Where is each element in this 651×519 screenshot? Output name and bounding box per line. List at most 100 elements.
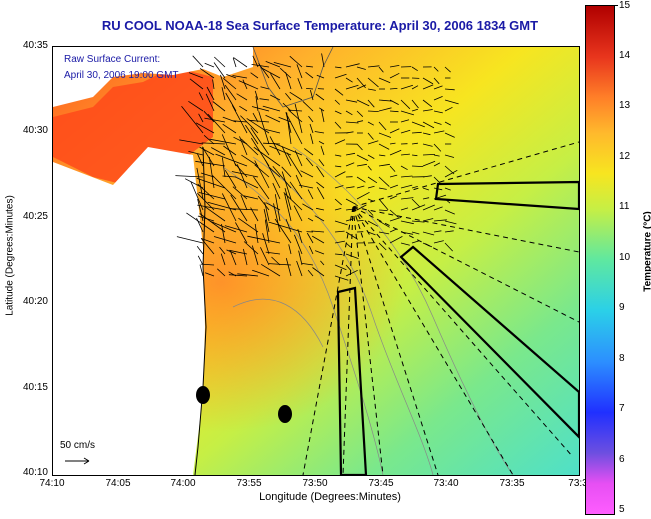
current-vector xyxy=(345,84,359,90)
current-vector xyxy=(444,106,453,112)
current-vector xyxy=(211,221,237,233)
current-vector xyxy=(389,236,403,244)
current-vector xyxy=(232,75,248,79)
current-vector xyxy=(235,222,248,244)
x-tick-label: 73:35 xyxy=(499,478,525,489)
current-vector xyxy=(196,246,204,255)
current-vector xyxy=(225,92,237,112)
current-vector xyxy=(433,77,440,85)
x-tick-label: 73:45 xyxy=(368,478,394,489)
current-vector xyxy=(444,66,451,73)
current-vector xyxy=(254,90,259,101)
current-vector xyxy=(444,198,451,204)
current-vector xyxy=(320,145,325,156)
current-vector xyxy=(298,250,303,266)
current-vector xyxy=(378,176,390,187)
current-vector xyxy=(345,131,354,134)
current-vector xyxy=(223,77,237,90)
current-vector xyxy=(345,269,358,277)
survey-box-southeast xyxy=(399,245,579,439)
colorbar-tick: 13 xyxy=(619,100,631,111)
current-vector xyxy=(300,170,314,178)
current-vector xyxy=(296,260,303,277)
current-vector xyxy=(308,245,314,255)
current-vector xyxy=(220,253,226,266)
current-vector xyxy=(389,72,400,79)
current-vector xyxy=(272,166,292,189)
current-vector xyxy=(243,248,248,266)
current-vector xyxy=(433,194,447,200)
current-vector xyxy=(209,138,237,145)
current-vector xyxy=(345,208,355,211)
current-vector xyxy=(243,241,259,255)
current-vector xyxy=(219,246,226,255)
current-vector xyxy=(250,127,270,156)
current-vector xyxy=(260,67,281,79)
current-vector xyxy=(389,174,398,178)
current-vector xyxy=(274,194,281,222)
current-vector xyxy=(200,263,215,266)
current-vector xyxy=(400,175,413,178)
current-vector xyxy=(367,140,379,145)
current-vector xyxy=(367,99,375,108)
current-vector xyxy=(444,187,451,191)
current-vector xyxy=(314,215,325,222)
current-vector xyxy=(286,112,292,145)
current-vector xyxy=(198,92,204,101)
current-vector xyxy=(260,247,270,266)
current-vector xyxy=(356,77,366,89)
current-vector xyxy=(356,99,370,107)
current-vector xyxy=(286,152,303,178)
current-vector xyxy=(220,74,226,90)
current-vector xyxy=(236,93,248,101)
current-vector xyxy=(345,231,359,240)
current-vector xyxy=(239,105,248,112)
current-vector xyxy=(321,53,325,68)
current-vector xyxy=(248,119,270,123)
current-vector xyxy=(334,73,347,79)
y-tick-label: 40:30 xyxy=(22,125,48,136)
current-vector xyxy=(176,236,204,244)
current-vector xyxy=(197,204,226,211)
survey-box-east xyxy=(434,180,579,211)
current-vector xyxy=(224,84,237,101)
current-vector xyxy=(367,132,374,140)
current-vector xyxy=(345,63,360,68)
current-vector xyxy=(307,217,314,222)
current-vector xyxy=(270,94,281,101)
current-vector xyxy=(278,116,292,123)
current-vector xyxy=(222,157,226,178)
current-vector xyxy=(264,159,281,189)
current-vector xyxy=(378,99,393,102)
current-vector xyxy=(345,186,355,189)
colorbar-title: Temperature (°C) xyxy=(642,211,651,292)
current-vector xyxy=(308,115,314,123)
scale-arrowhead xyxy=(83,457,90,465)
current-vector xyxy=(281,166,292,178)
current-vector xyxy=(309,123,314,134)
current-vector xyxy=(213,62,226,79)
current-vector xyxy=(422,109,433,112)
current-vector xyxy=(318,141,325,145)
current-vector xyxy=(433,143,442,152)
current-vector xyxy=(334,208,342,211)
current-vector xyxy=(212,101,226,112)
current-vector xyxy=(433,230,442,233)
current-vector xyxy=(367,231,376,236)
current-vector xyxy=(238,217,259,233)
current-vector xyxy=(289,109,303,112)
y-tick-label: 40:20 xyxy=(22,296,48,307)
current-vector xyxy=(378,163,390,167)
current-vector xyxy=(294,234,303,255)
current-vector xyxy=(297,78,303,90)
current-vector xyxy=(433,110,443,114)
current-vector xyxy=(411,220,425,223)
current-vector xyxy=(334,154,342,157)
current-vector xyxy=(201,142,226,145)
current-vector xyxy=(422,175,432,178)
current-vector xyxy=(265,114,281,123)
current-vector xyxy=(345,152,356,156)
current-vector xyxy=(240,194,248,211)
current-vector xyxy=(400,119,410,123)
current-vector xyxy=(262,233,270,255)
